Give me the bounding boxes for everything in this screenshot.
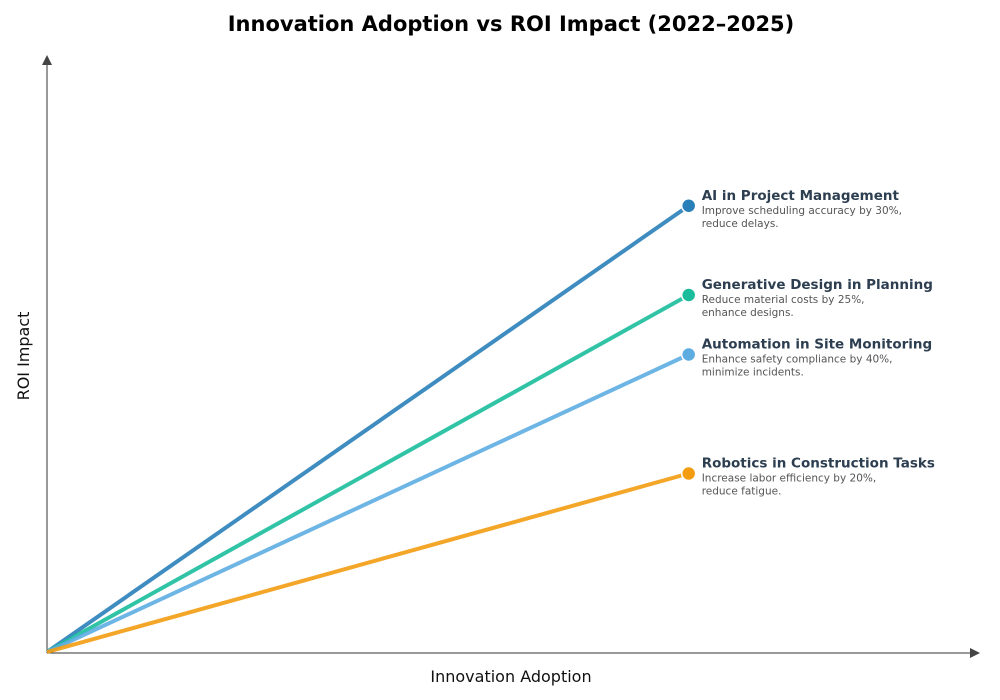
series-label: AI in Project Management [702,188,900,204]
x-axis-label: Innovation Adoption [430,667,591,686]
x-axis-arrow-icon [970,648,980,658]
y-axis-label: ROI Impact [14,312,33,401]
series-description: Improve scheduling accuracy by 30%, [702,205,902,217]
series-description: Increase labor efficiency by 20%, [702,473,877,485]
series-description: reduce fatigue. [702,486,782,498]
series-description: Enhance safety compliance by 40%, [702,354,893,366]
series-endpoint-marker [680,346,697,363]
series-line [46,471,690,654]
series-line [46,293,690,654]
series-line [46,352,690,654]
chart-title: Innovation Adoption vs ROI Impact (2022–… [228,12,795,36]
series-label: Automation in Site Monitoring [702,337,932,353]
series-description: enhance designs. [702,307,794,319]
series-label: Robotics in Construction Tasks [702,456,935,472]
y-axis [42,55,52,653]
series-description: reduce delays. [702,218,779,230]
series-label: Generative Design in Planning [702,277,933,293]
x-axis [47,648,980,658]
y-axis-arrow-icon [42,55,52,65]
series-description: minimize incidents. [702,367,804,379]
series-endpoint-marker [680,287,697,303]
series-line [45,204,690,654]
series-endpoint-marker [680,198,697,214]
series-endpoint-marker [680,465,697,482]
series-description: Reduce material costs by 25%, [702,294,865,306]
